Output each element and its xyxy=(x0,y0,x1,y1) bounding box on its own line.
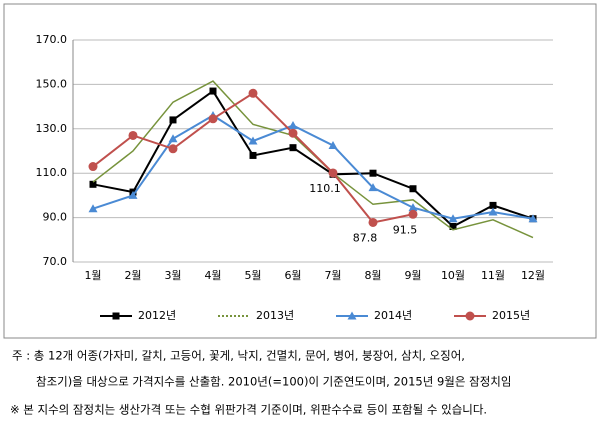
marker xyxy=(465,311,475,321)
x-tick-label: 1월 xyxy=(84,269,101,282)
y-tick-label: 90.0 xyxy=(43,211,68,224)
legend-label: 2013년 xyxy=(256,309,294,322)
y-tick-label: 150.0 xyxy=(36,77,68,90)
x-tick-label: 9월 xyxy=(404,269,421,282)
marker xyxy=(168,134,178,143)
x-tick-label: 6월 xyxy=(284,269,301,282)
marker xyxy=(208,114,218,124)
marker xyxy=(368,183,378,192)
marker xyxy=(88,204,98,213)
marker xyxy=(489,201,497,209)
marker xyxy=(289,144,297,152)
x-tick-label: 10월 xyxy=(441,269,465,282)
x-tick-label: 8월 xyxy=(364,269,381,282)
marker xyxy=(88,162,98,172)
legend-label: 2012년 xyxy=(138,309,176,322)
data-label: 87.8 xyxy=(353,231,378,244)
marker xyxy=(369,169,377,177)
data-label: 110.1 xyxy=(309,182,341,195)
marker xyxy=(112,312,120,320)
x-tick-label: 11월 xyxy=(481,269,505,282)
marker xyxy=(347,311,357,320)
marker xyxy=(209,87,217,95)
series-line xyxy=(92,114,534,220)
legend-label: 2015년 xyxy=(492,309,530,322)
note: ※ 본 지수의 잠정치는 생산가격 또는 수협 위판가격 기준이며, 위판수수료… xyxy=(10,403,487,417)
x-tick-label: 12월 xyxy=(521,269,545,282)
y-tick-label: 170.0 xyxy=(36,33,68,46)
marker xyxy=(328,140,338,149)
marker xyxy=(248,88,258,98)
y-tick-label: 110.0 xyxy=(36,166,68,179)
marker xyxy=(368,217,378,227)
x-tick-label: 3월 xyxy=(164,269,181,282)
chart-border xyxy=(3,3,597,339)
x-tick-label: 2월 xyxy=(124,269,141,282)
marker xyxy=(248,136,258,145)
marker xyxy=(288,128,298,138)
marker xyxy=(408,203,418,212)
note: 참조기)을 대상으로 가격지수를 산출함. 2010년(=100)이 기준연도이… xyxy=(36,375,511,389)
data-label: 91.5 xyxy=(393,223,418,236)
marker xyxy=(249,151,257,159)
x-tick-label: 7월 xyxy=(324,269,341,282)
y-tick-label: 130.0 xyxy=(36,122,68,135)
marker xyxy=(488,207,498,216)
x-tick-label: 4월 xyxy=(204,269,221,282)
marker xyxy=(128,130,138,140)
marker xyxy=(409,185,417,193)
marker xyxy=(169,116,177,124)
marker xyxy=(408,209,418,219)
marker xyxy=(328,168,338,178)
marker xyxy=(449,222,457,230)
marker xyxy=(168,144,178,154)
y-tick-label: 70.0 xyxy=(43,255,68,268)
x-tick-label: 5월 xyxy=(244,269,261,282)
marker xyxy=(528,214,538,223)
legend-label: 2014년 xyxy=(374,309,412,322)
marker xyxy=(288,120,298,129)
marker xyxy=(128,190,138,199)
note: 주 : 총 12개 어종(가자미, 갈치, 고등어, 꽃게, 낙지, 건멸치, … xyxy=(12,349,465,363)
marker xyxy=(448,214,458,223)
marker xyxy=(89,180,97,188)
series-line xyxy=(92,89,534,228)
